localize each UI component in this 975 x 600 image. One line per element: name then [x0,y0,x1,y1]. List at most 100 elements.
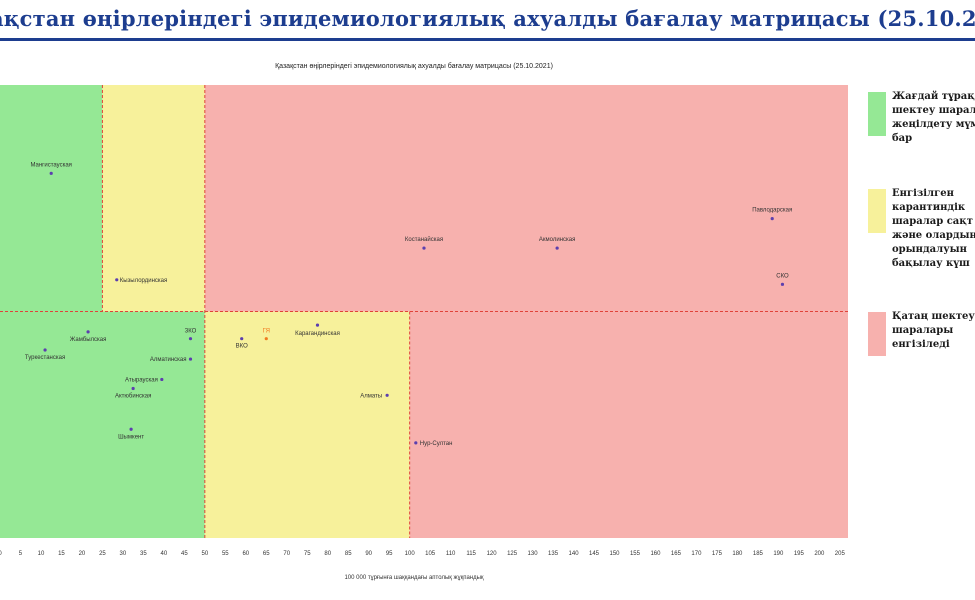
x-tick-label: 75 [304,551,311,557]
chart-title: Қазақстан өңірлеріндегі эпидемиологиялық… [275,62,553,70]
x-tick-label: 135 [548,551,559,557]
x-tick-label: 165 [671,551,682,557]
point-label: Нур-Султан [420,441,453,447]
point-label: Шымкент [118,434,144,440]
legend-item-green: Жағдай тұрақ шектеу шарал жеңілдету мүм … [868,90,975,160]
zone-bottom-green [0,311,205,538]
zone-bottom-yellow [204,311,410,538]
point-label: Алматинская [150,357,187,363]
data-point [780,282,785,286]
point-label: Актюбинская [115,394,151,400]
data-point [49,171,53,175]
data-points: Мангистауская Кызылординская Костанайская А… [25,162,792,447]
data-point [86,330,90,334]
data-point [315,323,320,327]
point-label: Павлодарская [752,208,792,214]
threshold-lines [0,85,848,538]
x-tick-label: 110 [446,551,456,557]
point-label: ГЯ [263,329,270,335]
x-tick-label: 70 [283,551,290,557]
data-point [385,393,389,397]
x-tick-label: 140 [569,551,580,557]
x-tick-label: 15 [58,551,65,557]
legend-swatch-red [868,312,886,356]
x-tick-label: 150 [609,551,620,557]
data-point [129,427,133,431]
zone-top-yellow [102,85,205,312]
data-point [240,337,244,341]
data-point [422,246,426,250]
x-tick-label: 120 [487,551,498,557]
x-tick-label: 175 [712,551,723,557]
legend-item-red: Қатаң шектеу шаралары енгізіледі [868,310,975,366]
point-label: Акмолинская [539,237,575,243]
x-tick-label: 50 [201,551,208,557]
x-tick-label: 115 [466,551,476,557]
data-point [555,246,559,250]
legend-text-red: Қатаң шектеу шаралары енгізіледі [892,311,975,350]
slide-title: ақстан өңірлеріндегі эпидемиологиялық ах… [0,6,975,31]
point-label: Жамбылская [70,337,107,343]
x-tick-label: 125 [507,551,518,557]
legend-swatch-green [868,92,886,136]
x-tick-label: 30 [120,551,127,557]
point-label: Карагандинская [295,331,340,337]
legend-text-green: Жағдай тұрақ шектеу шарал жеңілдету мүм … [892,91,975,144]
data-point [43,348,47,352]
x-tick-label: 155 [630,551,641,557]
data-point [770,217,774,221]
x-tick-label: 105 [425,551,436,557]
point-label: СКО [776,273,789,279]
x-axis: 0 5 10 15 20 25 30 35 40 45 50 55 60 65 70 75 80 85 90 95 10… [0,551,845,557]
x-tick-label: 180 [732,551,743,557]
point-label: Костанайская [405,236,443,243]
x-tick-label: 95 [386,551,393,557]
x-tick-label: 45 [181,551,188,557]
legend-item-yellow: Енгізілген карантиндік шаралар сақт және… [868,187,975,277]
point-label: Кызылординская [120,278,167,284]
x-tick-label: 20 [79,551,86,557]
data-point [115,278,119,282]
matrix-chart: Қазақстан өңірлеріндегі эпидемиологиялық… [0,62,848,581]
x-tick-label: 65 [263,551,270,557]
point-label: Туркестанская [25,355,65,361]
x-tick-label: 55 [222,551,229,557]
legend-swatch-yellow [868,189,886,233]
x-tick-label: 60 [242,551,249,557]
x-tick-label: 190 [773,551,784,557]
zone-top-red [204,85,848,312]
data-point [188,357,193,361]
x-tick-label: 80 [324,551,331,557]
x-tick-label: 35 [140,551,147,557]
data-point [160,377,164,382]
title-underline [0,38,975,41]
point-label: Мангистауская [30,162,71,168]
point-label: ВКО [236,344,248,350]
data-point [414,441,418,445]
x-tick-label: 90 [365,551,372,557]
data-point [264,337,268,341]
x-tick-label: 25 [99,551,106,557]
x-axis-label: 100 000 тұрғынға шаққандағы аптолық жұқп… [344,575,483,581]
x-tick-label: 40 [161,551,168,557]
x-tick-label: 0 [0,551,2,557]
x-tick-label: 185 [753,551,764,557]
x-tick-label: 130 [528,551,539,557]
x-tick-label: 205 [835,551,846,557]
zone-backgrounds [0,85,848,538]
legend-text-yellow: Енгізілген карантиндік шаралар сақт және… [892,188,975,269]
point-label: Алматы [360,393,382,399]
x-tick-label: 10 [38,551,45,557]
x-tick-label: 160 [650,551,661,557]
point-label: Атырауская [125,377,158,383]
x-tick-label: 170 [691,551,702,557]
x-tick-label: 195 [794,551,805,557]
data-point [188,337,193,341]
x-tick-label: 145 [589,551,600,557]
x-tick-label: 5 [19,551,23,557]
point-label: ЗКО [185,329,197,335]
x-tick-label: 200 [814,551,825,557]
x-tick-label: 100 [405,551,416,557]
data-point [131,386,135,391]
zone-bottom-red [409,311,848,538]
